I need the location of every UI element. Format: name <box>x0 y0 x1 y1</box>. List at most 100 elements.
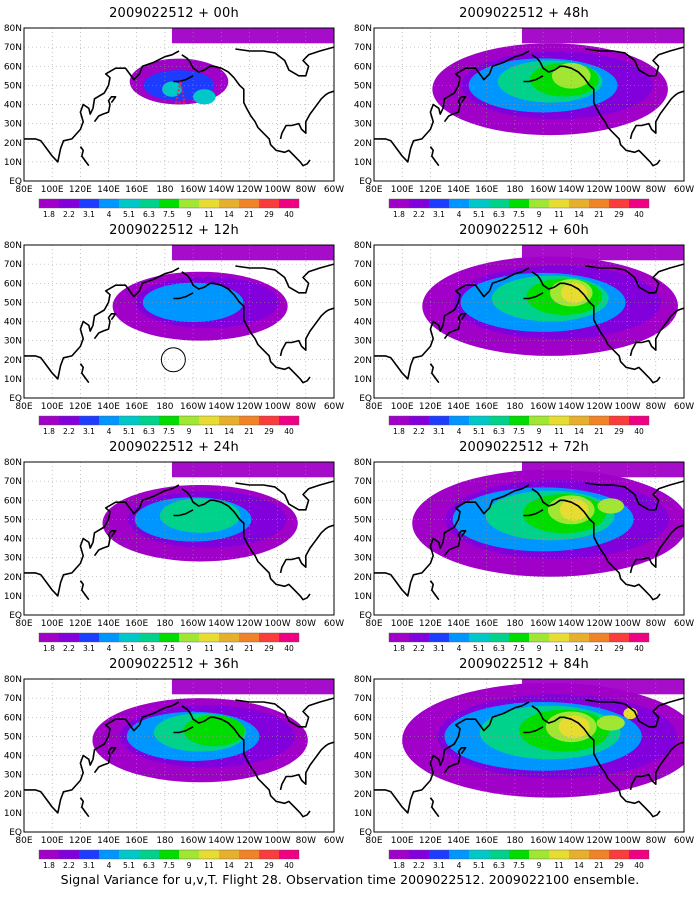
colorbar-label: 4 <box>457 210 462 219</box>
x-tick-label: 60W <box>324 185 344 195</box>
grid-lines <box>374 245 684 398</box>
colorbar-label: 3.1 <box>433 861 445 870</box>
x-tick-label: 140E <box>447 619 470 629</box>
variance-map: 80E 100E 120E 140E 160E 180 160W 140W 120W 100W 80… <box>354 24 694 219</box>
variance-contour <box>193 89 216 105</box>
colorbar-swatch <box>279 199 299 208</box>
colorbar-label: 1.8 <box>393 427 405 436</box>
colorbar-label: 11 <box>204 427 214 436</box>
colorbar-label: 4 <box>457 861 462 870</box>
colorbar-label: 2.2 <box>63 210 75 219</box>
grid-lines <box>374 679 684 832</box>
colorbar-label: 29 <box>264 644 274 653</box>
x-tick-label: 160W <box>180 185 206 195</box>
grid-lines <box>24 679 334 832</box>
colorbar-swatch <box>59 850 79 859</box>
colorbar-swatch <box>609 633 629 642</box>
colorbar-label: 2.2 <box>413 427 425 436</box>
y-tick-label: EQ <box>359 828 372 838</box>
colorbar-label: 6.3 <box>493 427 505 436</box>
y-tick-label: 60N <box>4 496 22 506</box>
colorbar-swatch <box>529 416 549 425</box>
x-tick-label: 140E <box>447 185 470 195</box>
colorbar-label: 3.1 <box>433 210 445 219</box>
colorbar-swatch <box>219 416 239 425</box>
x-tick-label: 120E <box>69 402 92 412</box>
y-tick-label: 20N <box>354 573 372 583</box>
x-tick-label: 160W <box>180 402 206 412</box>
colorbar-label: 5.1 <box>123 210 135 219</box>
variance-contour <box>559 498 589 521</box>
coastlines <box>24 480 334 601</box>
colorbar-swatch <box>179 633 199 642</box>
colorbar-label: 40 <box>284 210 294 219</box>
x-tick-label: 140W <box>208 836 234 846</box>
colorbar-swatch <box>569 850 589 859</box>
x-tick-label: 120W <box>586 619 612 629</box>
x-tick-label: 140E <box>447 402 470 412</box>
x-tick-label: 180 <box>156 185 173 195</box>
colorbar-label: 9 <box>187 861 192 870</box>
colorbar-swatch <box>589 850 609 859</box>
colorbar-swatch <box>79 633 99 642</box>
colorbar-swatch <box>139 199 159 208</box>
x-tick-label: 160E <box>475 402 498 412</box>
colorbar-swatch <box>259 416 279 425</box>
figure-caption: Signal Variance for u,v,T. Flight 28. Ob… <box>60 872 640 887</box>
colorbar-label: 4 <box>457 644 462 653</box>
colorbar-swatch <box>549 416 569 425</box>
colorbar-label: 5.1 <box>473 644 485 653</box>
x-tick-label: 160W <box>180 619 206 629</box>
colorbar-swatch <box>569 633 589 642</box>
grid-lines <box>24 462 334 615</box>
variance-contour <box>159 498 241 533</box>
colorbar-swatch <box>629 199 649 208</box>
colorbar-label: 40 <box>284 644 294 653</box>
colorbar-swatch <box>279 416 299 425</box>
y-tick-label: 40N <box>4 318 22 328</box>
y-tick-label: 70N <box>4 694 22 704</box>
colorbar-swatch <box>529 633 549 642</box>
x-tick-label: 80E <box>15 619 32 629</box>
x-tick-label: 140W <box>558 619 584 629</box>
grid-lines <box>374 28 684 181</box>
colorbar-label: 6.3 <box>143 210 155 219</box>
x-tick-label: 80W <box>646 836 666 846</box>
colorbar-label: 5.1 <box>123 427 135 436</box>
colorbar-swatch <box>39 850 59 859</box>
panel-title: 2009022512 + 00h <box>109 6 239 21</box>
colorbar-swatch <box>449 633 469 642</box>
x-tick-label: 120W <box>236 185 262 195</box>
panel-title: 2009022512 + 12h <box>109 223 239 238</box>
colorbar-swatch <box>59 633 79 642</box>
variance-contour <box>597 498 625 514</box>
x-tick-label: 80W <box>296 619 316 629</box>
x-tick-label: 80E <box>15 402 32 412</box>
y-tick-label: 70N <box>354 477 372 487</box>
colorbar-label: 1.8 <box>43 861 55 870</box>
colorbar-swatch <box>159 199 179 208</box>
colorbar-label: 29 <box>614 427 624 436</box>
x-tick-label: 140W <box>208 402 234 412</box>
colorbar-label: 4 <box>107 210 112 219</box>
colorbar-swatch <box>569 416 589 425</box>
y-tick-label: 50N <box>4 732 22 742</box>
y-tick-label: 80N <box>354 675 372 685</box>
colorbar-swatch <box>219 199 239 208</box>
colorbar-label: 14 <box>224 644 234 653</box>
colorbar-swatch <box>99 633 119 642</box>
colorbar-swatch <box>589 633 609 642</box>
x-tick-label: 80E <box>15 836 32 846</box>
colorbar-swatch <box>39 199 59 208</box>
coastlines <box>374 480 684 601</box>
y-tick-label: 20N <box>354 356 372 366</box>
colorbar-label: 14 <box>224 210 234 219</box>
colorbar-label: 9 <box>187 427 192 436</box>
x-tick-label: 100W <box>615 836 641 846</box>
signal-variance-field <box>412 462 684 577</box>
colorbar-label: 40 <box>634 210 644 219</box>
colorbar-swatch <box>179 850 199 859</box>
colorbar-swatch <box>59 416 79 425</box>
signal-variance-field <box>422 245 684 356</box>
colorbar-swatch <box>409 416 429 425</box>
